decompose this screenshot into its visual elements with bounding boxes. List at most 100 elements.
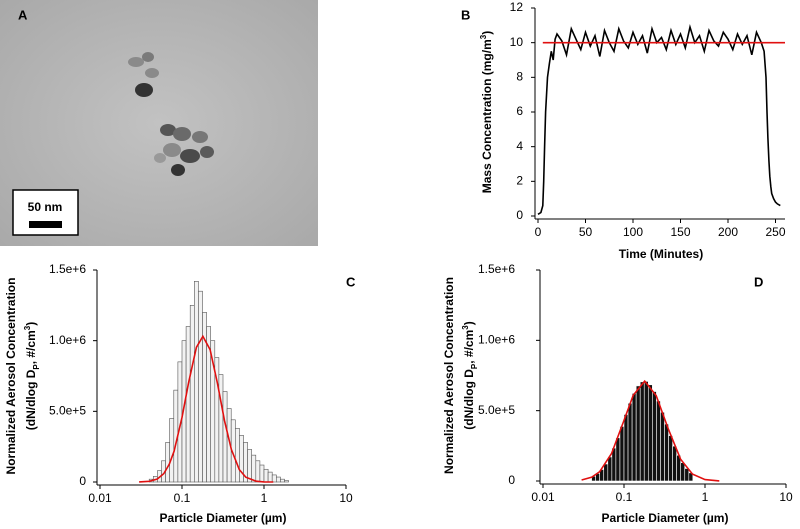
bar	[284, 480, 289, 483]
y-axis-label-part: , #/cm	[24, 330, 38, 364]
x-tick-label: 0.1	[616, 490, 633, 504]
y-axis-label-part: 3	[479, 34, 488, 39]
y-axis-label: Normalized Aerosol Concentration	[442, 277, 456, 474]
bar	[623, 414, 629, 482]
bar	[169, 418, 175, 483]
bar	[647, 384, 653, 482]
bar	[251, 454, 257, 483]
y-tick-label: 5.0e+5	[49, 404, 86, 418]
y-tick-label: 8	[516, 70, 523, 84]
scale-bar-label: 50 nm	[28, 200, 63, 214]
y-axis-label-part: P	[32, 364, 41, 370]
x-tick-label: 50	[579, 225, 593, 239]
particles	[128, 52, 214, 176]
y-tick-label: 0	[79, 474, 86, 488]
y-tick-label: 1.5e+6	[478, 262, 515, 276]
x-axis-label: Particle Diameter (µm)	[602, 511, 729, 525]
bar	[198, 290, 203, 483]
bar	[680, 462, 686, 482]
x-tick-label: 0	[535, 225, 542, 239]
y-axis-label: (dN/dlog DP, #/cm3)	[23, 322, 41, 430]
y-axis-label-part: (dN/dlog D	[24, 369, 38, 430]
panel-label: C	[346, 274, 356, 289]
y-axis-label-part: (dN/dlog D	[462, 369, 476, 430]
y-axis-label-part: )	[24, 322, 38, 326]
y-tick-label: 12	[510, 0, 524, 14]
bar	[280, 478, 285, 483]
y-axis-label: (dN/dlog DP, #/cm3)	[461, 321, 479, 429]
panel-label: D	[754, 274, 763, 289]
bar	[235, 427, 240, 483]
x-tick-label: 1	[702, 490, 709, 504]
bar	[276, 476, 281, 483]
x-tick-label: 0.1	[174, 491, 191, 505]
panel: D 0 5.0e+5 1.0e+6 1.5e+6 0.01 0.1 1 10 Particle D…	[442, 262, 793, 525]
bar	[664, 423, 669, 482]
bar	[684, 468, 690, 482]
bar	[267, 471, 273, 483]
x-tick-label: 100	[623, 225, 643, 239]
bar	[631, 393, 637, 482]
bar	[185, 326, 191, 483]
y-tick-label: 10	[510, 35, 524, 49]
bar	[672, 445, 677, 482]
bar	[660, 411, 665, 482]
bar	[194, 281, 199, 483]
y-axis-label-part: , #/cm	[462, 330, 476, 364]
y-axis-label-part: )	[480, 31, 494, 35]
data-line	[537, 23, 781, 215]
y-axis-label-part: Mass Concentration (mg/m	[480, 39, 494, 193]
x-tick-label: 1	[261, 491, 268, 505]
bar	[635, 385, 641, 482]
x-axis-label: Particle Diameter (µm)	[160, 511, 287, 525]
y-axis-label-part: Normalized Aerosol Concentration	[4, 278, 18, 475]
y-tick-label: 5.0e+5	[478, 403, 515, 417]
x-tick-label: 250	[765, 225, 785, 239]
bar	[263, 468, 269, 483]
y-tick-label: 1.0e+6	[478, 333, 515, 347]
y-axis-label: Normalized Aerosol Concentration	[4, 278, 18, 475]
y-tick-label: 2	[516, 174, 523, 188]
y-tick-label: 0	[516, 208, 523, 222]
bar	[189, 305, 195, 483]
bar	[603, 463, 609, 482]
y-tick-label: 1.5e+6	[49, 262, 86, 276]
x-axis-label: Time (Minutes)	[619, 247, 703, 261]
y-tick-label: 1.0e+6	[49, 333, 86, 347]
data-line	[581, 379, 720, 482]
x-tick-label: 200	[718, 225, 738, 239]
x-tick-label: 10	[779, 490, 793, 504]
bar	[165, 442, 171, 483]
bar	[615, 437, 621, 482]
bar	[247, 449, 252, 483]
y-axis-label-part: 3	[461, 325, 470, 330]
panel: B 0 2 4 6 8 10 12 0 50 100 150 200 250 Time (Minutes) M…	[461, 0, 786, 261]
x-tick-label: 0.01	[88, 491, 112, 505]
bar	[627, 402, 633, 482]
y-tick-label: 4	[516, 139, 523, 153]
bar	[619, 426, 625, 482]
micrograph-panel: A 50 nm	[0, 0, 318, 246]
bar	[271, 474, 277, 483]
x-tick-label: 0.01	[531, 490, 555, 504]
y-axis-label: Mass Concentration (mg/m3)	[479, 31, 495, 193]
bar	[639, 381, 645, 482]
bar	[668, 435, 673, 482]
y-axis-label-part: Normalized Aerosol Concentration	[442, 277, 456, 474]
y-axis-label-part: )	[462, 321, 476, 325]
panel-label: A	[18, 7, 28, 22]
panel-label: B	[461, 7, 470, 22]
bar	[259, 464, 265, 483]
bar	[222, 391, 228, 483]
y-axis-label-part: P	[470, 363, 479, 369]
scale-bar	[29, 221, 62, 228]
y-tick-label: 0	[508, 473, 515, 487]
y-axis-label-part: 3	[23, 325, 32, 330]
bar	[652, 391, 657, 482]
bar	[607, 456, 613, 482]
panel: C 0 5.0e+5 1.0e+6 1.5e+6 0.01 0.1 1 10 Particle D…	[4, 262, 356, 525]
x-tick-label: 10	[339, 491, 353, 505]
bar	[656, 400, 661, 482]
bar	[643, 381, 649, 482]
